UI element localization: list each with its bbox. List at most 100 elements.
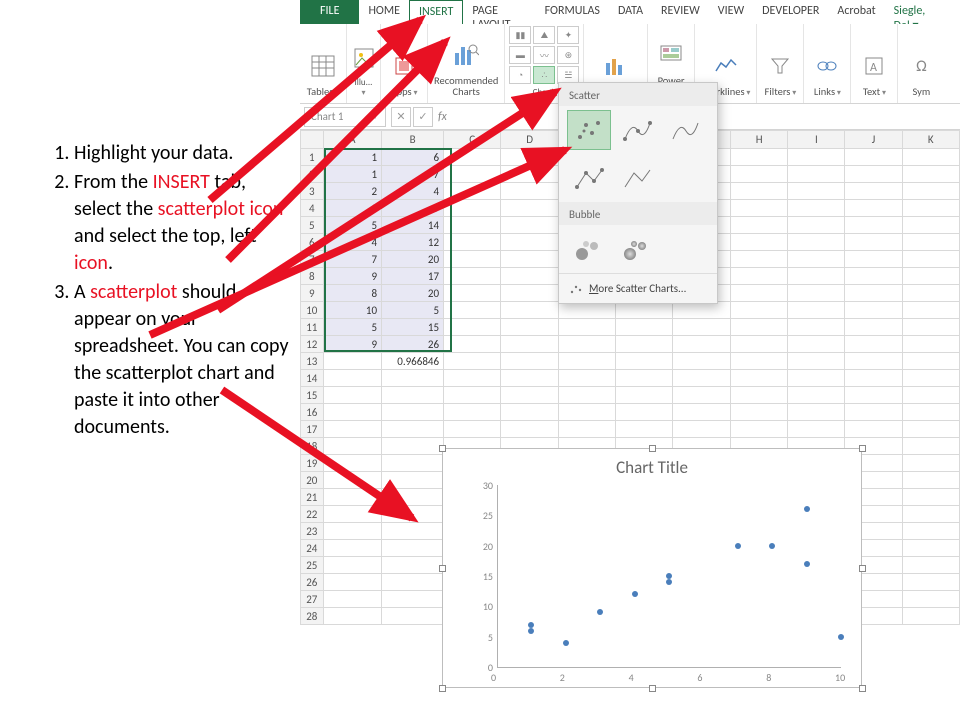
cell[interactable]: 12 (382, 234, 444, 251)
cell[interactable] (616, 319, 673, 336)
cell[interactable] (558, 387, 615, 404)
cell[interactable] (845, 336, 902, 353)
cell[interactable] (845, 421, 902, 438)
cell[interactable] (501, 404, 558, 421)
cell[interactable] (845, 166, 902, 183)
cell[interactable] (788, 370, 845, 387)
column-header[interactable]: D (501, 131, 558, 149)
row-header[interactable]: 9 (301, 285, 324, 302)
cell[interactable] (444, 166, 501, 183)
cell[interactable] (730, 217, 787, 234)
cell[interactable] (902, 217, 959, 234)
cell[interactable] (788, 336, 845, 353)
cell[interactable]: 9 (382, 200, 444, 217)
cell[interactable]: 9 (323, 268, 381, 285)
cell[interactable] (730, 370, 787, 387)
cell[interactable] (788, 302, 845, 319)
cell[interactable] (501, 336, 558, 353)
cell[interactable] (902, 336, 959, 353)
cell[interactable] (845, 234, 902, 251)
row-header[interactable]: 20 (301, 472, 324, 489)
cell[interactable] (673, 319, 730, 336)
cell[interactable] (382, 540, 444, 557)
cell[interactable] (444, 404, 501, 421)
chart-stock-icon[interactable]: ✦ (557, 26, 579, 44)
cell[interactable] (730, 387, 787, 404)
cell[interactable] (845, 404, 902, 421)
scatter-straight-markers[interactable] (567, 158, 611, 198)
cell[interactable] (444, 302, 501, 319)
row-header[interactable]: 14 (301, 370, 324, 387)
cell[interactable] (902, 149, 959, 166)
cell[interactable] (902, 523, 959, 540)
cell[interactable] (730, 404, 787, 421)
cell[interactable] (501, 200, 558, 217)
row-header[interactable]: 22 (301, 506, 324, 523)
column-header[interactable]: C (444, 131, 501, 149)
cell[interactable] (382, 523, 444, 540)
cell[interactable] (788, 166, 845, 183)
cell[interactable] (382, 387, 444, 404)
cell[interactable] (444, 217, 501, 234)
tab-developer[interactable]: DEVELOPER (753, 0, 828, 24)
chart-scatter-icon[interactable]: ∴ (533, 66, 555, 84)
cell[interactable] (730, 234, 787, 251)
group-text[interactable]: A Text (851, 24, 898, 103)
cell[interactable] (673, 421, 730, 438)
column-header[interactable]: J (845, 131, 902, 149)
cell[interactable] (444, 285, 501, 302)
cell[interactable] (845, 217, 902, 234)
cell[interactable] (616, 404, 673, 421)
cell[interactable]: 3 (323, 200, 381, 217)
cell[interactable] (501, 149, 558, 166)
chart-resize-handle[interactable] (439, 685, 446, 692)
chart-bar-icon[interactable]: ▬ (509, 46, 531, 64)
cell[interactable] (558, 370, 615, 387)
cell[interactable] (845, 268, 902, 285)
cell[interactable]: 6 (382, 149, 444, 166)
cell[interactable]: 4 (323, 234, 381, 251)
scatter-smooth-lines[interactable] (663, 110, 707, 150)
cell[interactable]: 20 (382, 251, 444, 268)
cell[interactable] (788, 353, 845, 370)
cell[interactable] (323, 591, 381, 608)
cell[interactable] (845, 387, 902, 404)
chart-column-icon[interactable]: ▮▮ (509, 26, 531, 44)
cell[interactable] (902, 506, 959, 523)
cell[interactable] (902, 421, 959, 438)
tab-review[interactable]: REVIEW (652, 0, 709, 24)
row-header[interactable]: 23 (301, 523, 324, 540)
row-header[interactable]: 16 (301, 404, 324, 421)
cell[interactable] (616, 370, 673, 387)
cell[interactable] (444, 319, 501, 336)
cell[interactable] (323, 506, 381, 523)
cell[interactable] (730, 268, 787, 285)
cell[interactable] (444, 200, 501, 217)
cell[interactable] (788, 149, 845, 166)
cell[interactable] (845, 353, 902, 370)
cell[interactable] (730, 183, 787, 200)
user-menu[interactable]: Siegle, Del ▾ (885, 0, 960, 24)
cell[interactable] (788, 200, 845, 217)
group-filters[interactable]: Filters (757, 24, 804, 103)
cell[interactable] (382, 574, 444, 591)
scatter-straight-lines[interactable] (615, 158, 659, 198)
row-header[interactable]: 10 (301, 302, 324, 319)
cell[interactable] (382, 438, 444, 455)
row-header[interactable]: 13 (301, 353, 324, 370)
cell[interactable] (444, 370, 501, 387)
cell[interactable] (788, 234, 845, 251)
cell[interactable]: 20 (382, 285, 444, 302)
cell[interactable] (382, 608, 444, 625)
cell[interactable] (788, 387, 845, 404)
cell[interactable] (788, 421, 845, 438)
cell[interactable] (902, 166, 959, 183)
tab-file[interactable]: FILE (300, 0, 359, 24)
cell[interactable] (444, 387, 501, 404)
cell[interactable] (902, 540, 959, 557)
cell[interactable]: 2 (323, 183, 381, 200)
cell[interactable] (382, 370, 444, 387)
cell[interactable] (902, 404, 959, 421)
cell[interactable] (730, 200, 787, 217)
cell[interactable] (501, 353, 558, 370)
